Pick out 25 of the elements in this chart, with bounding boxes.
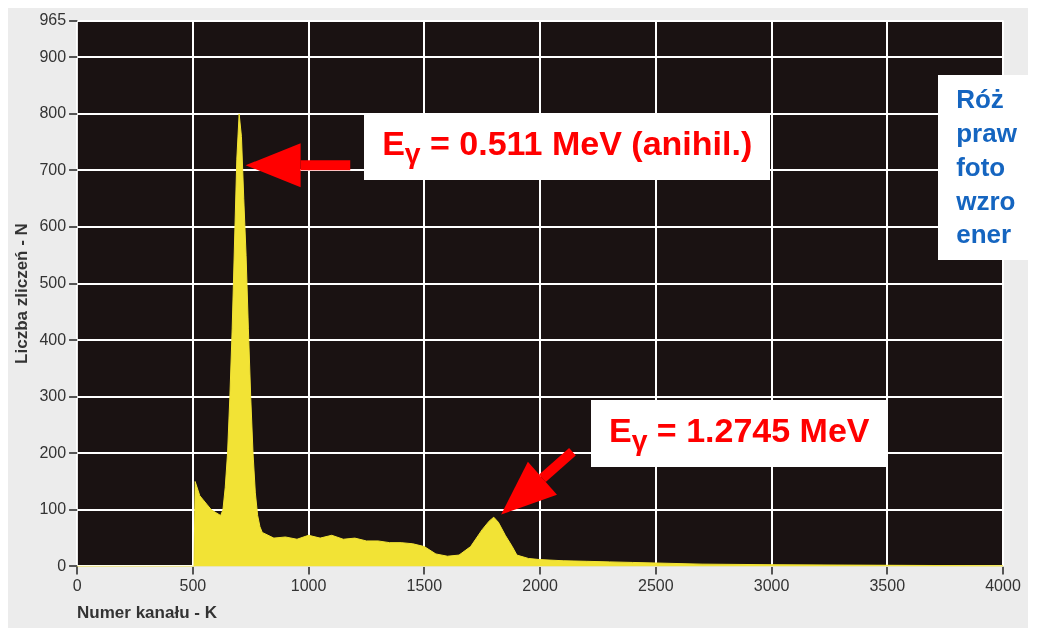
x-tick-label: 3500 xyxy=(869,577,906,595)
x-tick-label: 4000 xyxy=(985,577,1021,595)
y-tick-label: 100 xyxy=(39,500,67,518)
y-tick-label: 965 xyxy=(39,11,67,29)
y-tick-label: 700 xyxy=(39,160,67,178)
x-tick-label: 2000 xyxy=(522,577,558,595)
x-axis-title: Numer kanału - K xyxy=(77,603,218,623)
x-tick-label: 3000 xyxy=(753,577,790,595)
y-axis-title: Liczba zliczeń - N xyxy=(11,223,31,364)
annotation: E$_{γ}$ = 1.2745 MeV xyxy=(590,399,888,467)
x-tick-label: 2500 xyxy=(637,577,674,595)
y-tick-label: 0 xyxy=(57,556,67,574)
x-tick-label: 1000 xyxy=(290,577,327,595)
y-tick-label: 300 xyxy=(39,387,67,405)
y-tick-label: 500 xyxy=(39,274,67,292)
x-tick-label: 0 xyxy=(72,577,82,595)
x-tick-label: 500 xyxy=(179,577,207,595)
y-tick-label: 200 xyxy=(39,443,67,461)
y-tick-label: 400 xyxy=(39,330,67,348)
y-tick-label: 600 xyxy=(39,217,67,235)
y-tick-label: 800 xyxy=(39,104,67,122)
annotation: E$_{γ}$ = 0.511 MeV (anihil.) xyxy=(364,113,771,180)
annotation: Róż praw foto wzro ener xyxy=(938,75,1035,261)
x-tick-label: 1500 xyxy=(406,577,443,595)
y-tick-label: 900 xyxy=(39,47,67,65)
